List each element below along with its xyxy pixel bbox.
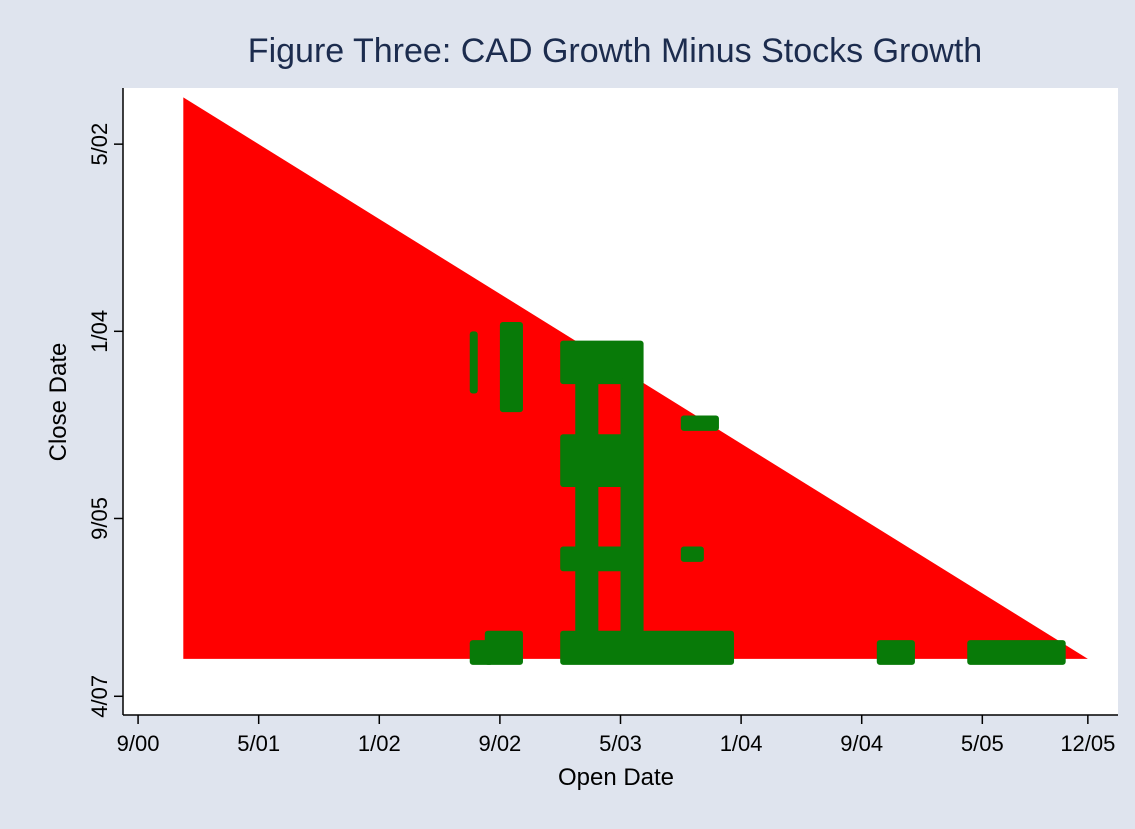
- patch: [575, 378, 599, 647]
- x-tick-label: 12/05: [1060, 731, 1115, 756]
- x-tick-label: 9/04: [840, 731, 883, 756]
- x-tick-label: 5/05: [961, 731, 1004, 756]
- x-axis-label: Open Date: [558, 764, 674, 791]
- patch: [680, 415, 719, 431]
- patch: [876, 640, 915, 665]
- x-tick-label: 9/00: [117, 731, 160, 756]
- x-tick-label: 9/02: [478, 731, 521, 756]
- x-tick-label: 1/02: [358, 731, 401, 756]
- patch: [484, 630, 523, 665]
- patch: [560, 546, 644, 572]
- patch: [680, 546, 704, 562]
- patch: [469, 331, 478, 394]
- patch: [560, 630, 735, 665]
- y-tick-label: 5/02: [87, 123, 112, 166]
- patch: [620, 378, 644, 647]
- patch: [469, 640, 493, 665]
- x-tick-label: 5/03: [599, 731, 642, 756]
- y-tick-label: 1/04: [87, 310, 112, 353]
- y-axis-label: Close Date: [45, 343, 72, 462]
- x-tick-label: 1/04: [720, 731, 763, 756]
- y-tick-label: 4/07: [87, 675, 112, 718]
- chart-title: Figure Three: CAD Growth Minus Stocks Gr…: [248, 32, 982, 70]
- patch: [967, 640, 1066, 665]
- patch: [560, 434, 644, 488]
- patch: [499, 321, 523, 413]
- y-tick-label: 9/05: [87, 497, 112, 540]
- x-tick-label: 5/01: [237, 731, 280, 756]
- patch: [560, 340, 644, 385]
